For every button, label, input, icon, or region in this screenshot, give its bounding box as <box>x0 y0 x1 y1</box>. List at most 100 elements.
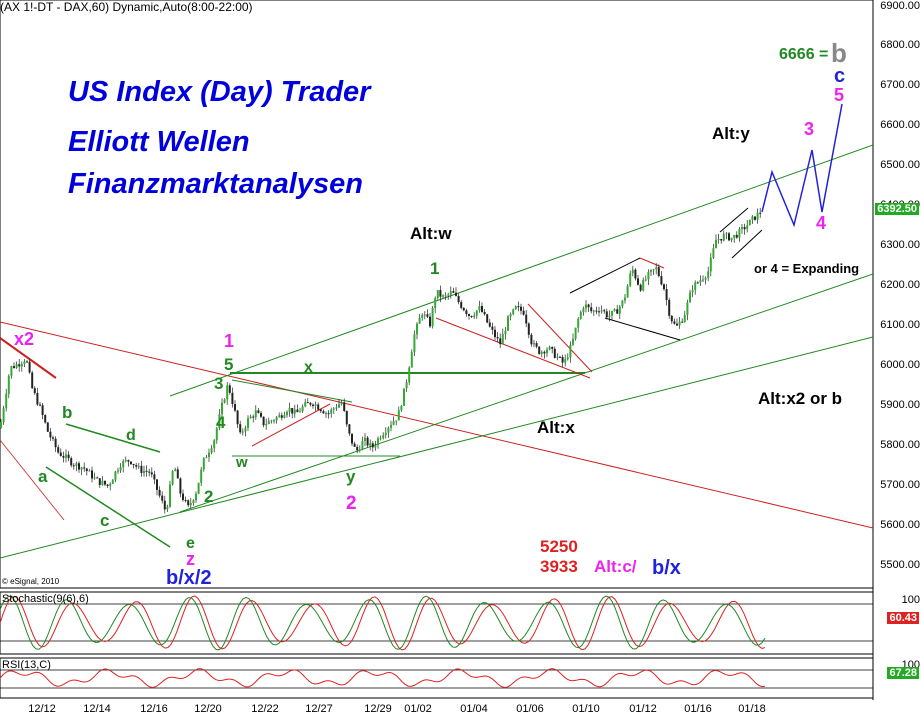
price-tick: 5800.00 <box>880 439 920 451</box>
candle-body <box>304 402 307 407</box>
candle-body <box>111 479 114 484</box>
candle-body <box>483 311 486 315</box>
small-channel-lower <box>731 229 763 259</box>
copyright: © eSignal, 2010 <box>2 577 60 586</box>
time-tick: 12/27 <box>305 703 333 715</box>
wave-label: 3933 <box>540 557 578 576</box>
candle-body <box>59 452 62 456</box>
candle-body <box>678 321 681 326</box>
price-pane <box>0 0 874 589</box>
candle-body <box>31 372 34 389</box>
candle-body <box>353 443 356 447</box>
candle-body <box>330 409 333 414</box>
candle-body <box>579 312 582 319</box>
x-triangle-inner-red <box>251 403 331 447</box>
candle-body <box>735 234 738 238</box>
candle-body <box>683 314 686 323</box>
candle-body <box>512 309 515 315</box>
candle-body <box>213 440 216 449</box>
candle-body <box>54 438 57 448</box>
candle-body <box>665 289 668 301</box>
wave-label: Alt:y <box>712 124 750 143</box>
wave-label: 3 <box>214 374 224 393</box>
candle-body <box>543 351 546 354</box>
candle-body <box>156 479 158 490</box>
candle-body <box>379 438 382 440</box>
candle-body <box>494 329 496 338</box>
candle-body <box>28 361 31 373</box>
candle-body <box>400 405 403 411</box>
candle-body <box>449 291 452 295</box>
candle-body <box>13 366 15 368</box>
candle-body <box>2 408 5 423</box>
candle-body <box>270 420 273 422</box>
candle-body <box>702 279 704 281</box>
candle-body <box>83 467 86 469</box>
candle-body <box>26 361 28 363</box>
wave-label: 2 <box>204 487 214 506</box>
candle-body <box>369 443 372 446</box>
candle-body <box>179 478 182 494</box>
candle-body <box>754 216 756 220</box>
candle-body <box>291 407 294 414</box>
candle-body <box>306 402 309 404</box>
candle-body <box>387 427 390 433</box>
candle-body <box>564 359 567 363</box>
candle-body <box>340 402 343 405</box>
candle-body <box>468 314 470 316</box>
candle-body <box>275 417 278 421</box>
candle-body <box>312 404 314 406</box>
candle-body <box>470 315 473 318</box>
candle-body <box>704 277 707 280</box>
candle-body <box>556 356 559 358</box>
candle-body <box>101 480 104 485</box>
candle-body <box>585 304 587 309</box>
candle-body <box>80 467 83 470</box>
candle-body <box>169 484 171 507</box>
wave-label: 5 <box>224 355 234 374</box>
small-channel-upper <box>719 207 749 233</box>
time-tick: 01/02 <box>404 703 432 715</box>
candle-body <box>239 424 242 433</box>
candle-body <box>226 385 229 400</box>
candle-body <box>244 427 247 432</box>
rsi-pane <box>0 657 874 699</box>
xw-red-line <box>639 257 665 269</box>
candle-body <box>418 318 421 324</box>
candle-body <box>85 468 88 472</box>
candle-body <box>364 437 366 441</box>
wave-label: Alt:w <box>410 224 452 243</box>
candle-body <box>548 346 551 350</box>
candle-body <box>582 308 585 313</box>
candle-body <box>161 495 164 501</box>
candle-body <box>278 415 281 418</box>
wave-label: 2 <box>346 493 357 514</box>
candle-body <box>600 310 603 312</box>
candle-body <box>202 457 205 470</box>
candle-body <box>44 415 47 423</box>
wave-label: 5 <box>834 85 845 105</box>
candle-body <box>296 409 299 413</box>
candle-body <box>629 273 632 286</box>
candle-body <box>546 349 548 354</box>
candle-body <box>176 469 179 479</box>
candle-body <box>249 416 252 419</box>
candle-body <box>262 416 265 426</box>
candle-body <box>221 402 223 415</box>
wave-label: 1 <box>224 331 235 351</box>
candle-body <box>655 267 658 270</box>
wave-label: 6666 = <box>779 46 829 63</box>
price-tick: 6600.00 <box>880 119 920 131</box>
candle-body <box>429 316 431 327</box>
candle-body <box>171 471 174 485</box>
candle-body <box>104 480 106 485</box>
candle-body <box>254 410 257 418</box>
candle-body <box>535 343 538 347</box>
candle-body <box>540 351 543 354</box>
rsi-line <box>0 668 766 689</box>
candle-body <box>46 422 49 432</box>
time-tick: 01/18 <box>738 703 766 715</box>
wave-label: 4 <box>216 413 226 432</box>
candle-body <box>117 470 119 472</box>
